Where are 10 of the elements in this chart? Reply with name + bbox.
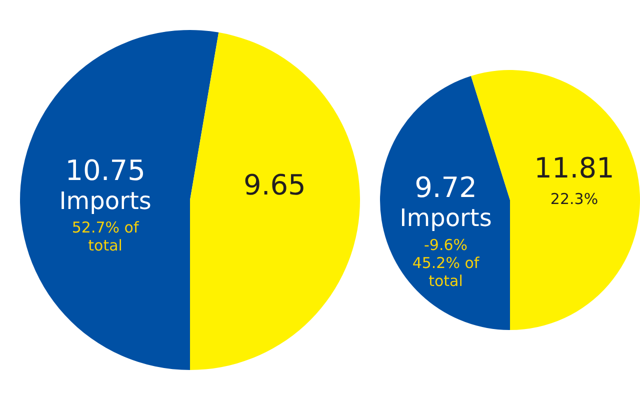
text: 45.2% of total	[412, 254, 480, 290]
text: -9.6%	[424, 236, 468, 254]
data-label: 9.72	[414, 171, 477, 204]
text: 52.7% of total	[72, 218, 139, 255]
data-label: 11.81	[534, 151, 614, 184]
slice-label: Imports	[59, 187, 152, 216]
text: 22.3%	[550, 190, 598, 208]
data-label: 10.75	[65, 154, 146, 188]
slice-label: Imports	[400, 204, 492, 232]
data-label: 9.65	[244, 168, 306, 202]
